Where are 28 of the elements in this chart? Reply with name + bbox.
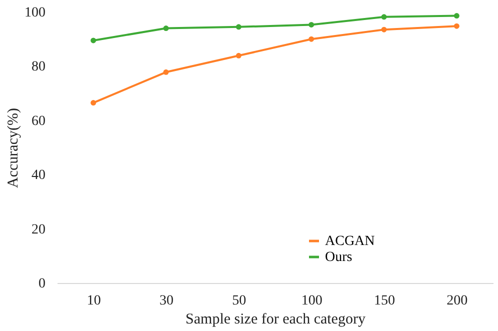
point (308, 36, 314, 42)
point (163, 69, 169, 75)
point (381, 14, 387, 20)
x-tick-label: 50 (232, 294, 246, 308)
x-tick-label: 200 (446, 294, 468, 308)
point (308, 22, 314, 28)
point (236, 52, 242, 58)
point (454, 13, 460, 19)
x-tick-label: 30 (160, 294, 174, 308)
y-tick-label: 80 (32, 60, 46, 75)
x-tick-label: 100 (301, 294, 322, 308)
y-tick-label: 40 (32, 168, 46, 184)
y-tick-label: 0 (38, 276, 46, 292)
point (454, 23, 460, 29)
x-tick-label: 10 (86, 294, 101, 308)
y-axis-title: Accuracy(%) (6, 108, 22, 188)
point (90, 38, 96, 44)
point (381, 26, 387, 32)
legend-label: ACGAN (325, 234, 375, 249)
point (163, 26, 169, 31)
x-tick-label: 150 (374, 294, 395, 308)
y-tick-label: 20 (32, 222, 46, 238)
y-tick-label: 100 (24, 6, 46, 20)
point (90, 100, 96, 106)
point (236, 24, 242, 30)
y-tick-label: 60 (32, 114, 46, 129)
legend-label: Ours (325, 250, 352, 265)
x-axis-title: Sample size for each category (186, 312, 366, 328)
